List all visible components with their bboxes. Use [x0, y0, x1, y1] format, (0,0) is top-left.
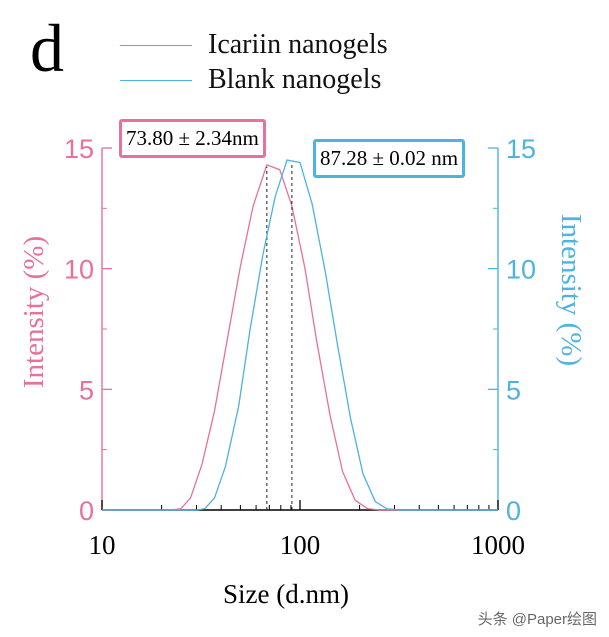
peak-annotation-icariin: 73.80 ± 2.34nm [119, 119, 266, 159]
peak-annotation-blank: 87.28 ± 0.02 nm [313, 139, 466, 179]
series-line-icariin [102, 164, 498, 511]
left-y-tick-label: 15 [64, 134, 94, 164]
x-tick-label: 1000 [471, 530, 525, 560]
left-y-tick-label: 10 [64, 255, 94, 285]
x-tick-label: 10 [89, 530, 116, 560]
legend-swatch-icariin [120, 44, 192, 46]
x-tick-label: 100 [280, 530, 321, 560]
x-axis-title: Size (d.nm) [223, 579, 349, 609]
left-y-tick-label: 0 [79, 496, 94, 526]
legend-label-blank: Blank nanogels [208, 64, 382, 95]
watermark: 头条 @Paper绘图 [477, 611, 597, 628]
left-y-tick-label: 5 [79, 375, 94, 405]
legend-swatch-blank [120, 79, 192, 81]
legend-label-icariin: Icariin nanogels [208, 29, 388, 60]
panel-label: d [30, 10, 64, 86]
right-y-tick-label: 10 [506, 255, 536, 285]
legend-item-blank: Blank nanogels [120, 64, 381, 96]
right-y-tick-label: 0 [506, 496, 521, 526]
series-line-blank [102, 159, 498, 511]
right-y-axis-title: Intensity (%) [555, 214, 587, 366]
left-y-axis-title: Intensity (%) [18, 236, 50, 388]
right-y-tick-label: 15 [506, 134, 536, 164]
legend-item-icariin: Icariin nanogels [120, 29, 388, 61]
right-y-tick-label: 5 [506, 375, 521, 405]
